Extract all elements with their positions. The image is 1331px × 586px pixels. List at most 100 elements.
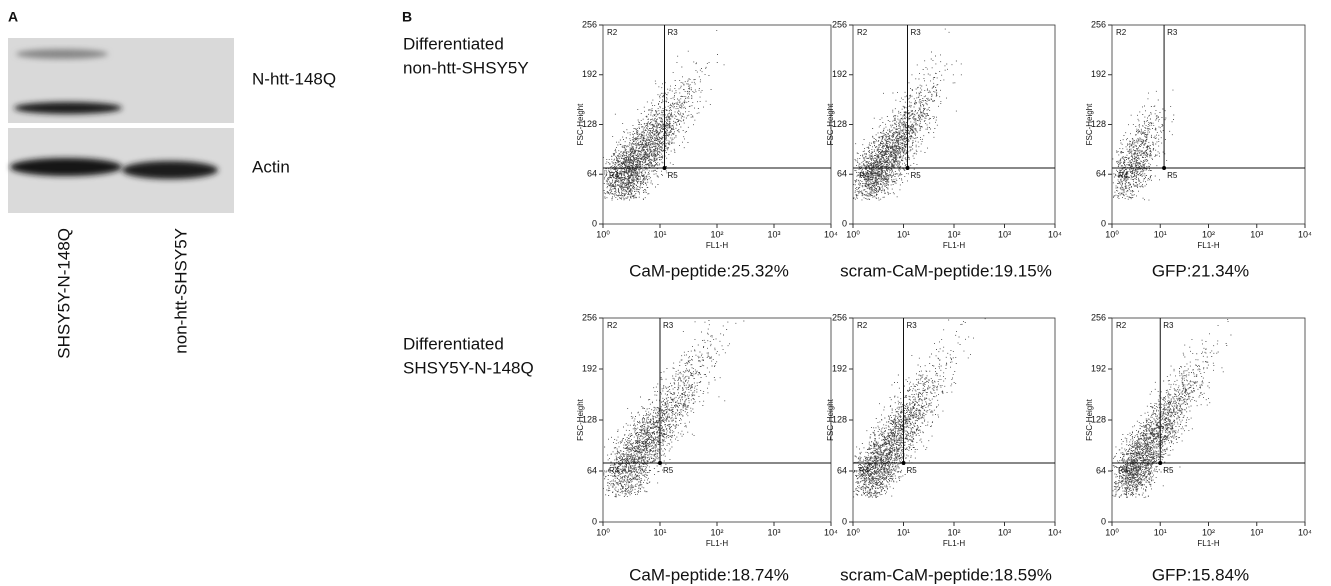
row-label: Differentiated [403,34,504,53]
region-label: R5 [1167,171,1178,180]
x-axis-label: FL1-H [706,539,728,548]
y-tick-label: 0 [592,218,597,228]
x-tick-label: 10⁰ [846,527,860,537]
plot-frame [852,24,1056,225]
x-tick-label: 10³ [1250,527,1263,537]
region-label: R5 [907,466,918,475]
x-tick-label: 10⁴ [1048,527,1062,537]
region-label: R4 [1118,466,1129,475]
y-tick-label: 64 [837,169,847,179]
dot-cloud [853,318,986,498]
y-tick-label: 128 [582,119,597,129]
x-axis-label: FL1-H [706,241,728,250]
caption: GFP:21.34% [1152,261,1249,280]
y-tick-label: 128 [1091,414,1106,424]
gate-point [662,166,667,171]
x-axis-label: FL1-H [943,241,965,250]
x-tick-label: 10¹ [897,527,910,537]
y-axis-label: FSC-Height [1085,398,1094,441]
gate-point [905,166,910,171]
panel-label: A [8,9,18,25]
lane-label: non-htt-SHSY5Y [171,228,190,354]
y-tick-label: 128 [832,119,847,129]
y-tick-label: 64 [587,169,597,179]
region-label: R2 [857,321,868,330]
region-label: R4 [609,171,620,180]
y-tick-label: 0 [592,516,597,526]
y-tick-label: 192 [832,69,847,79]
dot-cloud [603,29,725,201]
y-tick-label: 192 [832,363,847,373]
x-axis-label: FL1-H [1197,241,1219,250]
panel-label: B [402,9,412,25]
y-tick-label: 128 [832,414,847,424]
y-tick-label: 0 [1101,516,1106,526]
x-tick-label: 10² [947,527,960,537]
dot-cloud [603,320,745,498]
x-tick-label: 10¹ [653,229,666,239]
y-tick-label: 64 [587,465,597,475]
x-tick-label: 10¹ [653,527,666,537]
gate-point [658,461,662,466]
row-label: non-htt-SHSY5Y [403,58,529,77]
x-tick-label: 10⁰ [596,527,610,537]
row-label: Differentiated [403,334,504,353]
y-tick-label: 192 [582,69,597,79]
y-tick-label: 256 [582,312,597,322]
y-tick-label: 192 [582,363,597,373]
y-tick-label: 256 [582,19,597,29]
region-label: R2 [1116,28,1127,37]
plot-frame [852,317,1056,523]
x-tick-label: 10² [710,229,723,239]
y-tick-label: 64 [837,465,847,475]
plot-frame [602,317,832,523]
region-label: R4 [1118,171,1129,180]
y-tick-label: 0 [842,516,847,526]
x-tick-label: 10³ [1250,229,1263,239]
region-label: R3 [1163,321,1174,330]
region-label: R3 [668,28,679,37]
y-tick-label: 0 [842,218,847,228]
region-label: R2 [607,28,618,37]
region-label: R3 [663,321,674,330]
x-tick-label: 10³ [767,527,780,537]
band [16,49,108,59]
gate-point [901,461,906,466]
region-label: R3 [910,28,921,37]
y-axis-label: FSC-Height [826,103,835,146]
y-tick-label: 192 [1091,363,1106,373]
x-tick-label: 10⁰ [1105,527,1119,537]
x-tick-label: 10¹ [1154,527,1167,537]
region-label: R5 [668,171,679,180]
row-label: SHSY5Y-N-148Q [403,358,534,377]
x-tick-label: 10³ [998,527,1011,537]
y-tick-label: 256 [1091,19,1106,29]
x-axis-label: FL1-H [1197,539,1219,548]
gate-point [1158,461,1163,466]
plot-frame [1111,24,1306,225]
band [122,161,218,179]
y-tick-label: 192 [1091,69,1106,79]
x-tick-label: 10⁴ [1048,229,1062,239]
lane-label: SHSY5Y-N-148Q [54,228,73,359]
y-tick-label: 64 [1096,465,1106,475]
y-axis-label: FSC-Height [826,398,835,441]
region-label: R4 [859,466,870,475]
y-axis-label: FSC-Height [1085,103,1094,146]
x-axis-label: FL1-H [943,539,965,548]
x-tick-label: 10² [1202,229,1215,239]
x-tick-label: 10⁴ [1298,527,1312,537]
y-tick-label: 0 [1101,218,1106,228]
x-tick-label: 10³ [767,229,780,239]
region-label: R2 [857,28,868,37]
region-label: R4 [609,466,620,475]
caption: CaM-peptide:18.74% [629,565,789,584]
x-tick-label: 10¹ [1154,229,1167,239]
x-tick-label: 10¹ [897,229,910,239]
region-label: R5 [663,466,674,475]
caption: scram-CaM-peptide:18.59% [840,565,1052,584]
y-tick-label: 128 [1091,119,1106,129]
y-tick-label: 256 [832,312,847,322]
